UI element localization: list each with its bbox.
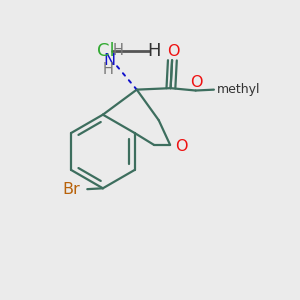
Text: N: N	[103, 53, 116, 68]
Text: Br: Br	[63, 182, 80, 197]
Text: O: O	[176, 139, 188, 154]
Text: O: O	[167, 44, 180, 59]
Text: H: H	[113, 43, 124, 58]
Text: Cl: Cl	[97, 42, 115, 60]
Text: methyl: methyl	[217, 83, 260, 96]
Text: H: H	[148, 42, 161, 60]
Text: H: H	[103, 62, 114, 77]
Text: O: O	[190, 75, 203, 90]
